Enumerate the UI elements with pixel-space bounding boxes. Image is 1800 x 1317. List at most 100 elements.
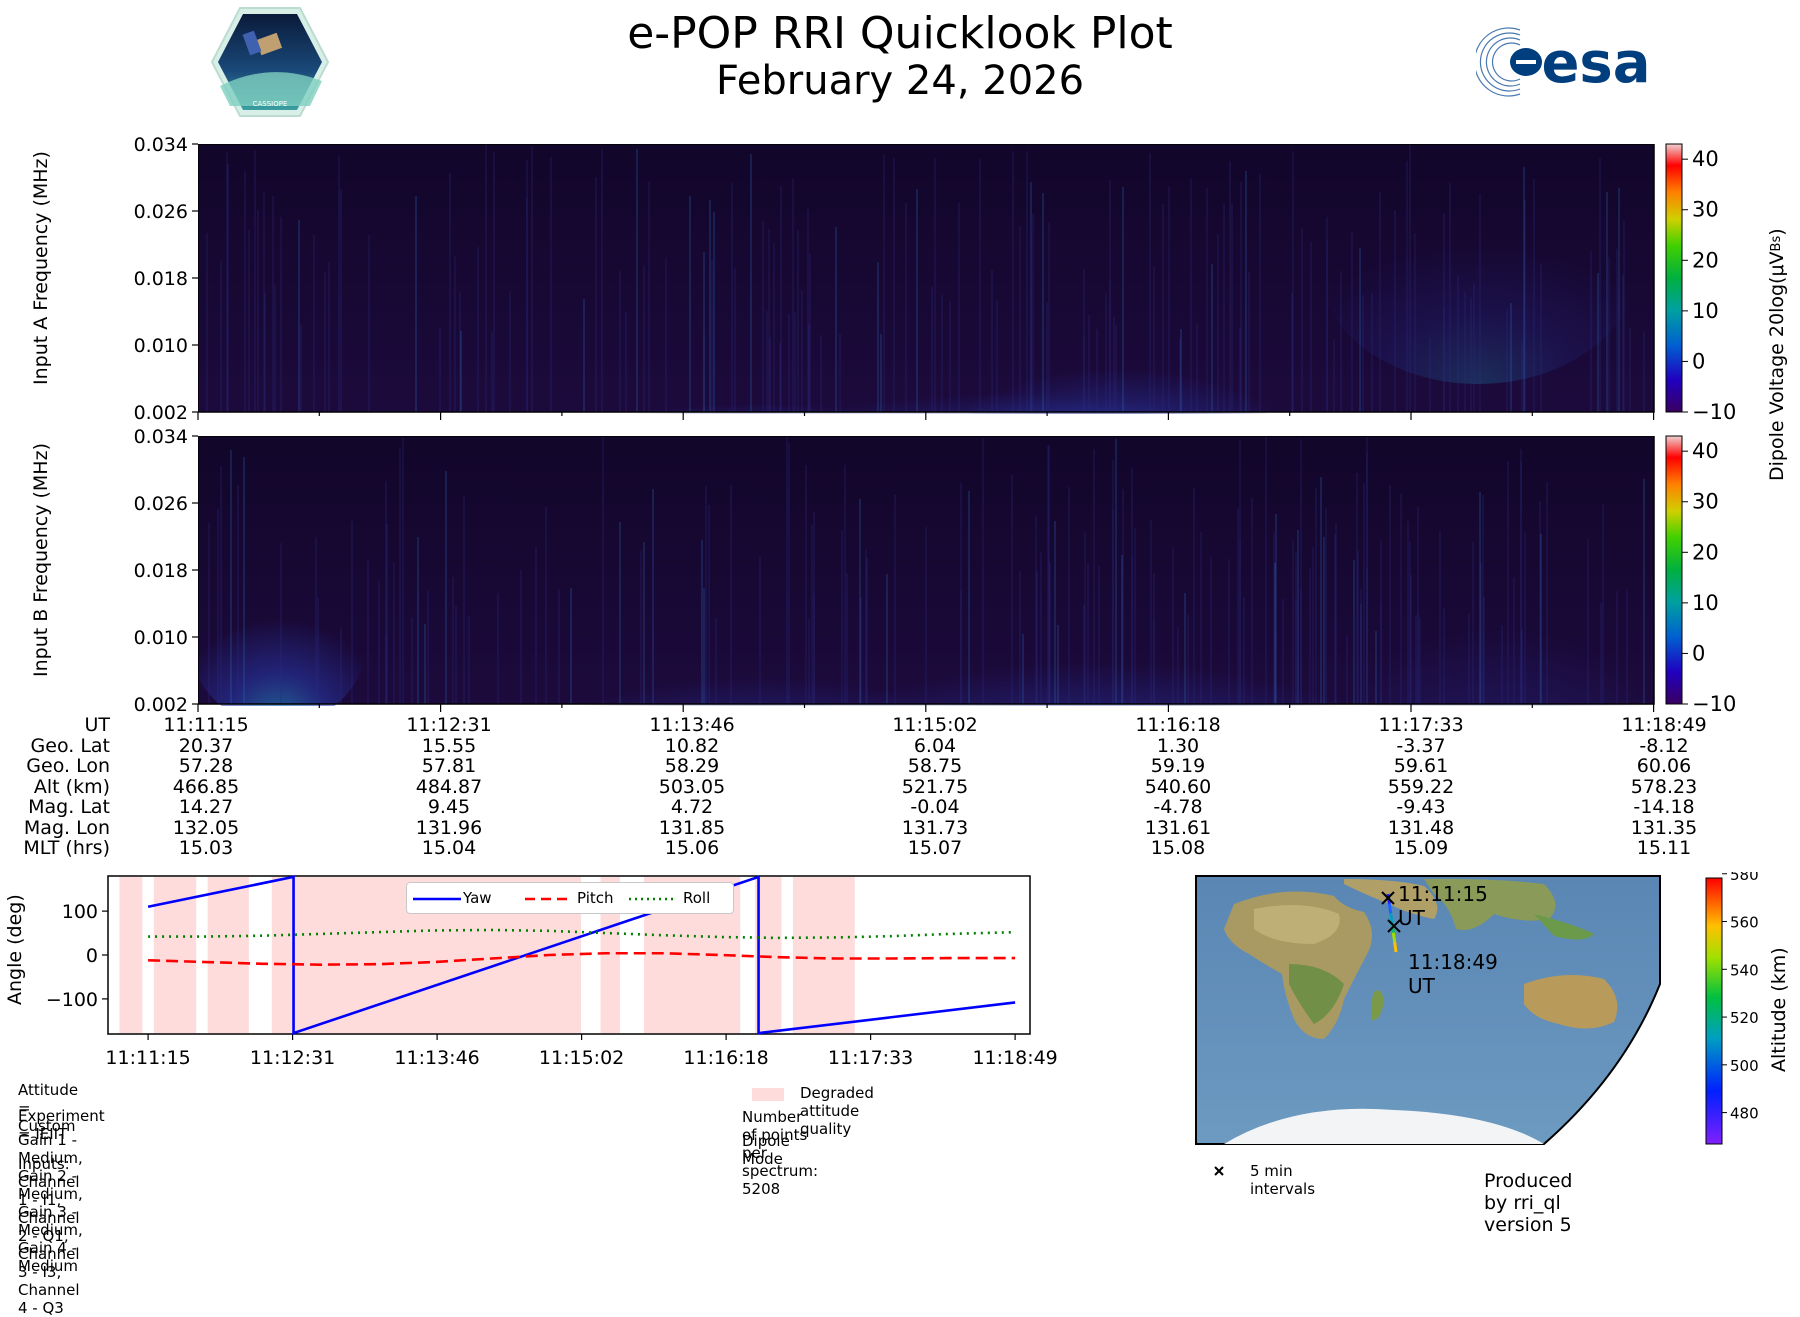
ytick-label: 0.026 [134,493,188,515]
page-title: e-POP RRI Quicklook Plot [627,8,1173,59]
esa-logo-text: esa [1541,31,1650,96]
geo-row-label: Geo. Lat [30,734,110,757]
geo-value: 15.03 [178,837,234,859]
geo-value: 15.09 [1393,837,1449,859]
geo-row-label: Mag. Lat [28,796,110,818]
geo-value: 466.85 [172,775,240,798]
geo-value: -8.12 [1639,734,1689,757]
geo-value: 58.75 [907,755,963,777]
legend-pitch-swatch [525,897,573,901]
geo-value: 4.72 [670,796,714,818]
info-points: Number of points per spectrum: 5208 [742,1108,819,1198]
interval-label: 5 min intervals [1250,1162,1316,1198]
geo-row-label: MLT (hrs) [23,837,110,859]
geo-value: -0.04 [910,796,960,818]
ytick-label: 0.018 [134,560,188,582]
info-mode: Dipole Mode [742,1132,790,1168]
orbit-interval-marker [1381,891,1395,905]
colorbar-tick-label: 10 [1692,591,1719,615]
ytick-label: 0.026 [134,201,188,223]
degraded-span [600,876,620,1034]
geo-value: 540.60 [1144,775,1212,798]
info-attitude: Attitude = Custom [18,1081,79,1135]
info-inputs: Inputs: Channel 1 - I1, Channel 2 - Q1, … [18,1155,80,1317]
colorbar-tick-label: 40 [1692,147,1719,171]
colorbar-tick-label: 0 [1692,349,1705,373]
attitude-legend: Yaw Pitch Roll [406,882,734,914]
geo-value: 131.73 [901,816,969,839]
legend-yaw-swatch [413,897,461,901]
logo-text: CASSIOPE [253,100,288,108]
ytick-label: 0.002 [134,694,188,716]
geo-value: -14.18 [1633,796,1695,818]
ytick-label: 0.034 [134,426,188,448]
geo-value: -4.78 [1153,796,1203,818]
attitude-xtick-label: 11:11:15 [105,1047,190,1069]
geo-ut-value: 11:11:15 [163,714,249,736]
geo-ut-value: 11:13:46 [649,714,735,736]
geo-ut-value: 11:16:18 [1135,714,1221,736]
altitude-tick-label: 480 [1730,1105,1759,1123]
legend-pitch-label: Pitch [577,889,614,907]
colorbar-tick-label: 0 [1692,641,1705,665]
geo-value: 131.96 [415,816,483,839]
degraded-span [207,876,249,1034]
map-madagascar [1370,990,1384,1021]
degraded-label: Degraded attitude quality [800,1084,874,1138]
altitude-colorbar: 580 560 540 520 500 480 [1705,872,1759,1145]
geo-ut-value: 11:17:33 [1378,714,1464,736]
geo-row-label: Alt (km) [33,775,110,798]
geo-value: -9.43 [1396,796,1446,818]
ytick-label: 0.034 [134,134,188,156]
colorbar-tick-label: 30 [1692,198,1719,222]
geo-ut-value: 11:15:02 [892,714,978,736]
geo-value: 15.11 [1636,837,1692,859]
spectrogram-b-noise [198,436,1645,704]
geo-value: 521.75 [901,775,969,798]
attitude-ytick-label: 0 [86,945,98,967]
altitude-tick-label: 500 [1730,1057,1759,1075]
colorbar-label-end: ) [1766,228,1788,237]
degraded-swatch [752,1088,784,1101]
attitude-xtick-label: 11:17:33 [828,1047,913,1069]
geo-value: 131.85 [658,816,726,839]
orbit-segment [1391,932,1397,943]
geo-value: 59.19 [1150,755,1206,777]
geo-value: 15.06 [664,837,720,859]
colorbar-tick-label: 20 [1692,540,1719,564]
geo-value: 131.48 [1387,816,1455,839]
geo-value: 15.08 [1150,837,1206,859]
cassiope-logo: CASSIOPE [210,7,330,117]
orbit-interval-marker [1387,919,1401,933]
ytick-label: 0.002 [134,402,188,424]
attitude-xtick-label: 11:15:02 [539,1047,624,1069]
colorbar-tick-label: 40 [1692,439,1719,463]
geo-value: 57.28 [178,755,234,777]
geo-value: 1.30 [1156,734,1200,757]
interval-marker-icon [1214,1166,1224,1176]
geo-value: 60.06 [1636,755,1692,777]
degraded-span [792,876,855,1034]
geo-row-label: Geo. Lon [26,755,110,777]
geo-value: 484.87 [415,775,483,798]
attitude-xtick-label: 11:16:18 [683,1047,768,1069]
orbit-map [1195,875,1661,1145]
ytick-label: 0.010 [134,627,188,649]
attitude-xtick-label: 11:18:49 [972,1047,1057,1069]
esa-logo: esa [1476,27,1651,97]
geo-value: 58.29 [664,755,720,777]
geo-value: 559.22 [1387,775,1455,798]
page-date: February 24, 2026 [715,58,1085,104]
series-yaw [147,875,1016,1035]
geo-value: 59.61 [1393,755,1449,777]
map-start-label: 11:11:15 UT [1398,882,1488,930]
geo-ut-value: 11:12:31 [406,714,492,736]
geo-row-label: Mag. Lon [23,816,110,839]
map-australia [1524,975,1618,1029]
map-arabia [1344,879,1438,919]
legend-roll-swatch [629,897,677,901]
map-antarctica [1224,1108,1544,1144]
colorbar-tick-label: 30 [1692,490,1719,514]
panel-b-ylabel: Input B Frequency (MHz) [30,443,52,677]
altitude-tick-label: 560 [1730,914,1759,932]
